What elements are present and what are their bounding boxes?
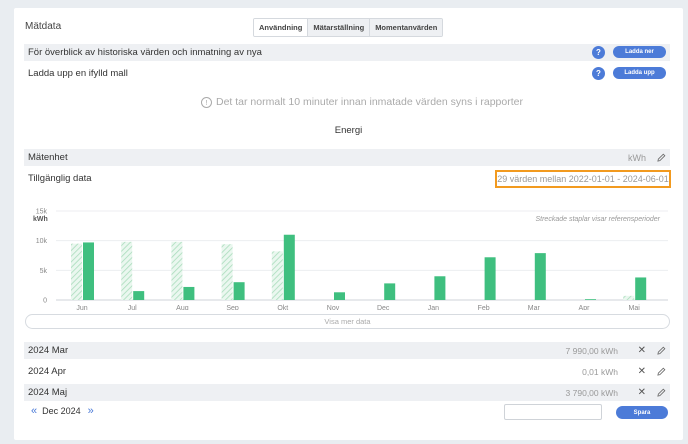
download-button[interactable]: Ladda ner: [613, 46, 666, 58]
help-icon[interactable]: ?: [592, 67, 605, 80]
show-more-button[interactable]: Visa mer data: [25, 314, 670, 329]
avail-label: Tillgänglig data: [28, 173, 92, 184]
chart-note: Streckade staplar visar referensperioder: [535, 216, 660, 223]
energy-chart: 15k 10k 5k 0 kWh Streckade staplar visar re…: [33, 209, 668, 310]
x-tick-label: Feb: [478, 305, 490, 310]
reference-bar: [623, 295, 635, 300]
value-bar: [83, 242, 94, 300]
x-tick-label: Okt: [277, 305, 288, 310]
info-icon: !: [201, 96, 212, 108]
data-row-value: 3 790,00 kWh: [565, 387, 618, 398]
upload-label: Ladda upp en ifylld mall: [28, 68, 128, 79]
value-bar: [334, 292, 345, 300]
x-tick-label: Jun: [76, 305, 87, 310]
upload-button[interactable]: Ladda upp: [613, 67, 666, 79]
reference-bar: [271, 251, 283, 300]
reference-bar: [221, 244, 233, 300]
x-tick-label: Dec: [377, 305, 390, 310]
y-tick-label: 15k: [36, 209, 48, 216]
matdata-panel: Mätdata Användning Mätarställning Moment…: [14, 8, 683, 440]
data-row-value: 7 990,00 kWh: [565, 345, 618, 356]
y-tick-label: 0: [43, 298, 47, 305]
value-bar: [635, 277, 647, 300]
tab-anvandning[interactable]: Användning: [254, 19, 309, 36]
info-text: Det tar normalt 10 minuter innan inmatad…: [216, 96, 523, 108]
close-icon[interactable]: ✕: [637, 366, 646, 377]
data-row: 2024 Mar 7 990,00 kWh ✕: [24, 342, 670, 359]
tab-momentanvarden[interactable]: Momentanvärden: [370, 19, 443, 36]
avail-row: Tillgänglig data: [24, 170, 670, 187]
value-bar: [384, 283, 396, 300]
value-bar: [183, 286, 195, 300]
value-bar: [585, 299, 596, 300]
data-row-label: 2024 Maj: [28, 387, 68, 398]
value-bar: [534, 253, 546, 300]
save-button[interactable]: Spara: [616, 406, 668, 419]
close-icon[interactable]: ✕: [637, 387, 646, 398]
section-title: Energi: [334, 125, 363, 136]
avail-value: 29 värden mellan 2022-01-01 - 2024-06-01: [495, 170, 671, 188]
value-input[interactable]: [504, 404, 602, 420]
pencil-icon[interactable]: [657, 153, 666, 162]
data-row: 2024 Maj 3 790,00 kWh ✕: [24, 384, 670, 401]
period-label: Dec 2024: [42, 406, 81, 416]
unit-label: Mätenhet: [28, 152, 68, 163]
overview-row: För överblick av historiska värden och i…: [24, 44, 670, 61]
value-bar: [484, 257, 496, 300]
y-tick-label: 5k: [40, 268, 48, 275]
data-row-value: 0,01 kWh: [582, 366, 618, 377]
data-row: 2024 Apr 0,01 kWh ✕: [24, 363, 670, 380]
value-bar: [283, 234, 295, 300]
value-bar: [133, 291, 145, 300]
unit-row: Mätenhet: [24, 149, 670, 166]
data-row-label: 2024 Apr: [28, 366, 67, 377]
y-tick-label: 10k: [36, 238, 48, 245]
next-period-button[interactable]: »: [87, 405, 94, 417]
x-tick-label: Jul: [128, 305, 137, 310]
reference-bar: [171, 241, 183, 300]
upload-row: Ladda upp en ifylld mall: [24, 65, 670, 82]
x-tick-label: Aug: [176, 305, 189, 310]
view-tabs: Användning Mätarställning Momentanvärden: [253, 18, 444, 37]
period-nav: « Dec 2024 »: [31, 405, 94, 417]
x-tick-label: Apr: [579, 305, 591, 310]
prev-period-button[interactable]: «: [31, 405, 37, 417]
y-axis-unit: kWh: [33, 216, 48, 223]
reference-bar: [71, 243, 82, 300]
x-tick-label: Nov: [327, 305, 340, 310]
value-bar: [434, 276, 446, 300]
x-tick-label: Maj: [629, 305, 641, 310]
reference-bar: [121, 241, 133, 300]
value-bar: [233, 282, 245, 300]
x-tick-label: Mar: [528, 305, 541, 310]
page-title: Mätdata: [25, 21, 62, 32]
x-tick-label: Jan: [428, 305, 439, 310]
pencil-icon[interactable]: [657, 346, 666, 355]
overview-label: För överblick av historiska värden och i…: [28, 47, 262, 58]
close-icon[interactable]: ✕: [637, 345, 646, 356]
x-tick-label: Sep: [226, 305, 239, 310]
info-message: ! Det tar normalt 10 minuter innan inmat…: [201, 96, 523, 108]
unit-value: kWh: [628, 153, 646, 163]
help-icon[interactable]: ?: [592, 46, 605, 59]
pencil-icon[interactable]: [657, 367, 666, 376]
data-row-label: 2024 Mar: [28, 345, 69, 356]
pencil-icon[interactable]: [657, 388, 666, 397]
tab-matarstallning[interactable]: Mätarställning: [308, 19, 371, 36]
